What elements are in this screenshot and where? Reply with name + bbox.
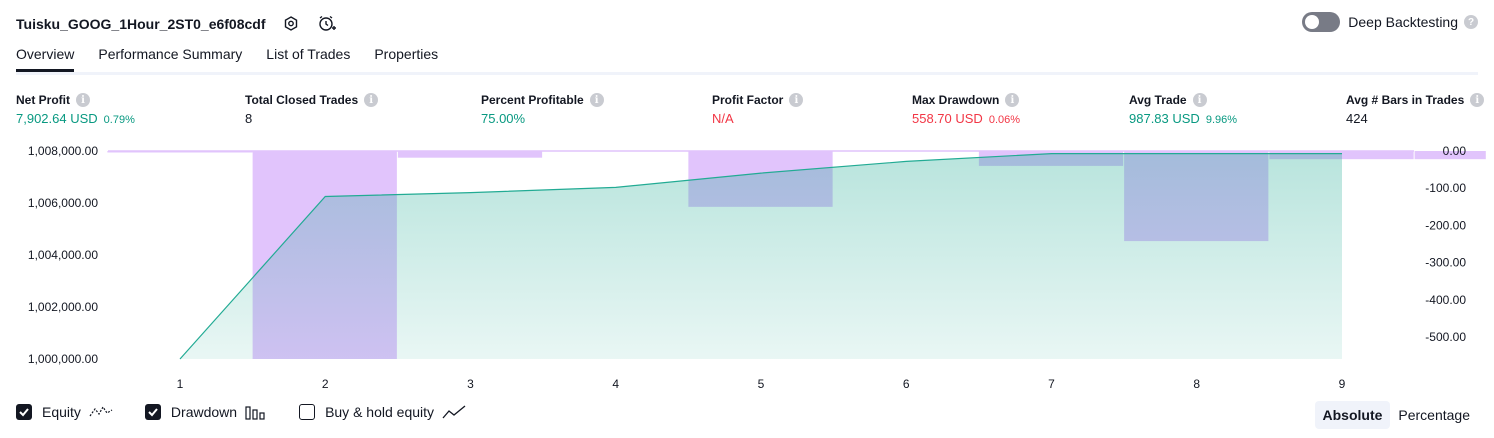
y-right-tick-label: -500.00 (1425, 330, 1466, 344)
tabs-divider (16, 72, 1478, 75)
chart-legend: Equity Drawdown Buy & hold equity (16, 404, 498, 420)
metric-percent: 9.96% (1205, 114, 1238, 126)
y-left-tick-label: 1,000,000.00 (28, 352, 98, 366)
x-tick-label: 1 (177, 377, 184, 391)
tab-performance-summary[interactable]: Performance Summary (98, 46, 243, 62)
metric-label: Net Profit (16, 93, 70, 107)
metric-value: 7,902.64 USD (16, 111, 98, 126)
scale-absolute-button[interactable]: Absolute (1314, 401, 1391, 429)
y-right-tick-label: -200.00 (1425, 218, 1466, 232)
metric-total-closed-trades: Total Closed Trades i 8 (245, 93, 379, 126)
y-right-tick-label: -400.00 (1425, 293, 1466, 307)
checkbox-buy-hold[interactable] (299, 404, 316, 420)
metric-net-profit: Net Profit i 7,902.64 USD 0.79% (16, 93, 135, 126)
legend-label: Buy & hold equity (325, 404, 435, 420)
drawdown-bars-icon (245, 404, 267, 420)
x-tick-label: 9 (1339, 377, 1346, 391)
y-left-tick-label: 1,004,000.00 (28, 248, 98, 262)
equity-line-icon (89, 404, 113, 420)
checkbox-equity[interactable] (16, 404, 32, 420)
metric-percent-profitable: Percent Profitable i 75.00% (481, 93, 604, 126)
y-right-tick-label: 0.00 (1443, 144, 1467, 158)
y-left-tick-label: 1,006,000.00 (28, 196, 98, 210)
metric-value: 8 (245, 111, 253, 126)
info-icon[interactable]: i (1005, 93, 1020, 107)
metric-max-drawdown: Max Drawdown i 558.70 USD 0.06% (912, 93, 1020, 126)
metric-value: 75.00% (481, 111, 526, 126)
tab-list-of-trades[interactable]: List of Trades (266, 46, 351, 62)
info-icon[interactable]: i (76, 93, 90, 107)
info-icon[interactable]: i (789, 93, 804, 107)
drawdown-bar (107, 151, 253, 153)
deep-backtesting-label: Deep Backtesting (1348, 14, 1458, 30)
tab-overview[interactable]: Overview (16, 46, 75, 72)
legend-drawdown[interactable]: Drawdown (144, 404, 267, 420)
legend-equity[interactable]: Equity (16, 404, 113, 420)
x-tick-label: 8 (1193, 377, 1200, 391)
help-icon[interactable]: ? (1464, 15, 1478, 29)
metric-percent: 0.06% (988, 114, 1021, 126)
metric-value: 987.83 USD (1129, 111, 1200, 126)
drawdown-bar (1414, 151, 1486, 160)
drawdown-bar (397, 151, 543, 158)
metric-value: N/A (712, 111, 734, 126)
y-left-tick-label: 1,002,000.00 (28, 300, 98, 314)
metric-avg-bars: Avg # Bars in Trades i 424 (1346, 93, 1485, 126)
metric-label: Avg Trade (1129, 93, 1187, 107)
x-tick-label: 5 (758, 377, 765, 391)
metric-label: Max Drawdown (912, 93, 1000, 107)
metric-label: Avg # Bars in Trades (1346, 93, 1465, 107)
strategy-title: Tuisku_GOOG_1Hour_2ST0_e6f08cdf (16, 16, 266, 32)
buy-hold-line-icon (442, 404, 466, 420)
x-tick-label: 4 (612, 377, 619, 391)
equity-area (180, 153, 1342, 359)
y-right-tick-label: -300.00 (1425, 256, 1466, 270)
metric-value: 558.70 USD (912, 111, 983, 126)
strategy-header: Tuisku_GOOG_1Hour_2ST0_e6f08cdf (16, 10, 338, 38)
metric-label: Total Closed Trades (245, 93, 359, 107)
x-tick-label: 3 (467, 377, 474, 391)
tab-bar: Overview Performance Summary List of Tra… (16, 46, 462, 72)
legend-buy-hold[interactable]: Buy & hold equity (299, 404, 466, 420)
deep-backtesting: Deep Backtesting ? (1302, 12, 1478, 32)
legend-label: Drawdown (170, 404, 238, 420)
add-alert-icon[interactable] (316, 13, 338, 35)
metric-value: 424 (1346, 111, 1368, 126)
info-icon[interactable]: i (1470, 93, 1485, 107)
x-tick-label: 6 (903, 377, 910, 391)
y-right-tick-label: -100.00 (1425, 181, 1466, 195)
equity-drawdown-chart[interactable]: 1,008,000.00 1,006,000.00 1,004,000.00 1,00… (0, 136, 1494, 398)
metric-percent: 0.79% (103, 114, 135, 126)
toggle-knob (1305, 15, 1320, 29)
scale-percentage-button[interactable]: Percentage (1398, 407, 1470, 423)
metric-label: Percent Profitable (481, 93, 584, 107)
info-icon[interactable]: i (1192, 93, 1207, 107)
y-left-tick-label: 1,008,000.00 (28, 144, 98, 158)
scale-toggle: Absolute Percentage (1314, 401, 1479, 429)
x-tick-label: 2 (322, 377, 329, 391)
metric-avg-trade: Avg Trade i 987.83 USD 9.96% (1129, 93, 1237, 126)
legend-label: Equity (42, 404, 81, 420)
metric-label: Profit Factor (712, 93, 784, 107)
info-icon[interactable]: i (589, 93, 604, 107)
metric-profit-factor: Profit Factor i N/A (712, 93, 804, 126)
tab-properties[interactable]: Properties (374, 46, 439, 62)
settings-icon[interactable] (280, 13, 302, 35)
info-icon[interactable]: i (364, 93, 379, 107)
x-tick-label: 7 (1048, 377, 1055, 391)
deep-backtesting-toggle[interactable] (1302, 12, 1341, 32)
checkbox-drawdown[interactable] (144, 404, 161, 420)
